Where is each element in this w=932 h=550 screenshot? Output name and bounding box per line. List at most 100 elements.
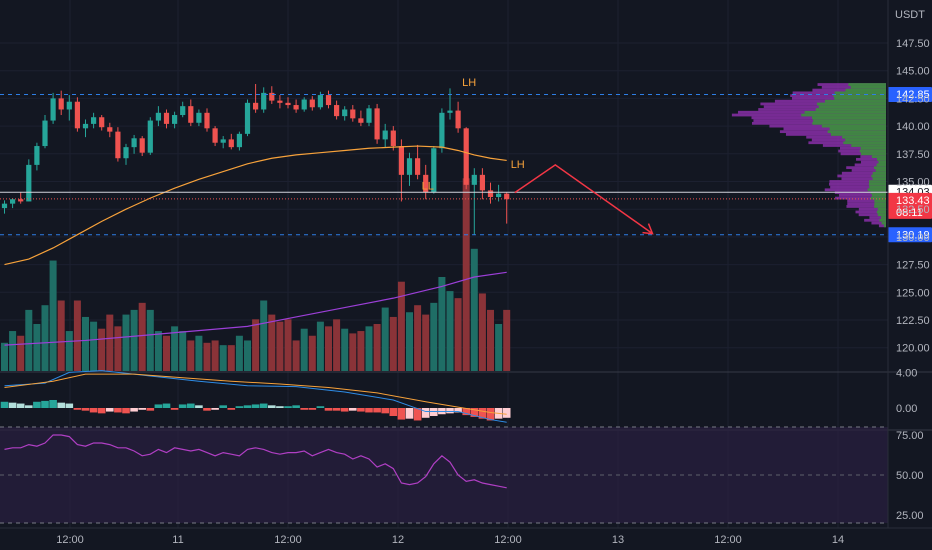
volume-bar — [179, 331, 187, 371]
candle[interactable] — [423, 164, 429, 200]
candle[interactable] — [447, 88, 453, 120]
candle-body — [196, 112, 202, 123]
candle[interactable] — [180, 101, 186, 118]
candle[interactable] — [228, 133, 234, 150]
time-axis[interactable]: 12:00 11 12:00 12 12:00 13 12:00 14 — [0, 527, 932, 546]
candle[interactable] — [463, 127, 469, 190]
candle[interactable] — [390, 126, 396, 151]
candle[interactable] — [350, 105, 356, 122]
candle[interactable] — [293, 99, 299, 113]
profile-row — [878, 224, 886, 228]
macd-histogram-bar — [106, 408, 114, 412]
candle[interactable] — [431, 146, 437, 194]
candle[interactable] — [204, 108, 210, 132]
profile-row — [829, 180, 886, 183]
candle[interactable] — [382, 123, 388, 148]
price-tick-label: 135.00 — [896, 177, 930, 189]
candle-body — [293, 105, 299, 110]
macd-histogram-bar — [146, 408, 155, 411]
candle[interactable] — [285, 97, 291, 109]
candle[interactable] — [358, 110, 364, 127]
candle[interactable] — [18, 192, 24, 204]
candle[interactable] — [244, 99, 251, 137]
candle[interactable] — [415, 144, 421, 180]
candle[interactable] — [253, 83, 259, 113]
candle[interactable] — [301, 97, 307, 112]
candle[interactable] — [58, 90, 64, 116]
volume-bar — [300, 328, 308, 371]
candle-body — [487, 190, 494, 198]
macd-histogram-bar — [57, 402, 65, 408]
candle[interactable] — [374, 103, 380, 144]
candle[interactable] — [398, 139, 404, 202]
candle[interactable] — [471, 168, 477, 235]
candle[interactable] — [82, 119, 89, 138]
candle[interactable] — [91, 112, 97, 129]
profile-row — [846, 205, 886, 208]
candle-body — [131, 138, 137, 148]
candlesticks[interactable] — [1, 83, 510, 235]
candle[interactable] — [155, 106, 161, 127]
candle[interactable] — [172, 111, 178, 129]
candle[interactable] — [325, 90, 332, 109]
candle[interactable] — [139, 136, 145, 157]
candle[interactable] — [34, 142, 40, 171]
candle[interactable] — [439, 108, 445, 153]
profile-row — [847, 202, 886, 206]
profile-row-green — [834, 97, 886, 100]
macd-histogram-bar — [8, 402, 17, 408]
macd-signal-line — [4, 373, 507, 415]
candle[interactable] — [196, 109, 202, 127]
price-tick-label: 145.00 — [896, 66, 930, 78]
candle[interactable] — [334, 100, 340, 120]
candle[interactable] — [366, 105, 372, 127]
candle-body — [115, 131, 121, 159]
volume-bar — [308, 335, 316, 371]
candle[interactable] — [261, 87, 267, 113]
candle[interactable] — [504, 192, 510, 224]
macd-histogram-bar — [332, 408, 341, 411]
volume-bar — [73, 300, 81, 371]
candle[interactable] — [10, 198, 16, 209]
candle[interactable] — [42, 115, 48, 149]
candle-body — [58, 98, 64, 110]
candle[interactable] — [236, 131, 242, 151]
candle[interactable] — [131, 134, 137, 154]
candle[interactable] — [479, 168, 485, 200]
candle[interactable] — [220, 136, 226, 149]
candle[interactable] — [99, 115, 105, 131]
candle[interactable] — [163, 109, 170, 129]
macd-histogram-bar — [114, 408, 122, 413]
volume-bar — [470, 248, 478, 371]
candle-body — [277, 100, 283, 103]
volume-bar — [9, 331, 17, 371]
candle[interactable] — [115, 127, 121, 162]
candle[interactable] — [406, 152, 413, 186]
candle-body — [455, 110, 461, 129]
candle[interactable] — [74, 97, 80, 132]
candle[interactable] — [188, 99, 194, 127]
volume-bar — [146, 309, 154, 371]
candle-body — [236, 133, 242, 148]
candle[interactable] — [50, 92, 56, 124]
candle[interactable] — [342, 106, 348, 121]
macd-histogram-bar — [365, 408, 373, 413]
candle[interactable] — [277, 95, 283, 109]
candle[interactable] — [455, 101, 461, 133]
profile-row-green — [801, 113, 886, 117]
candle[interactable] — [66, 95, 72, 121]
candle[interactable] — [26, 159, 32, 202]
profile-row — [851, 169, 886, 172]
candle[interactable] — [123, 143, 129, 165]
candle[interactable] — [309, 96, 315, 111]
candle[interactable] — [147, 117, 153, 155]
candle[interactable] — [269, 86, 275, 104]
candle-body — [204, 112, 210, 129]
candle[interactable] — [107, 122, 113, 138]
price-axis[interactable]: USDT 147.50 145.00 142.50 140.00 137.50 135.0… — [887, 0, 930, 528]
candle[interactable] — [1, 200, 8, 214]
candle-body — [253, 102, 259, 110]
candle[interactable] — [212, 126, 218, 147]
candle[interactable] — [487, 182, 494, 204]
